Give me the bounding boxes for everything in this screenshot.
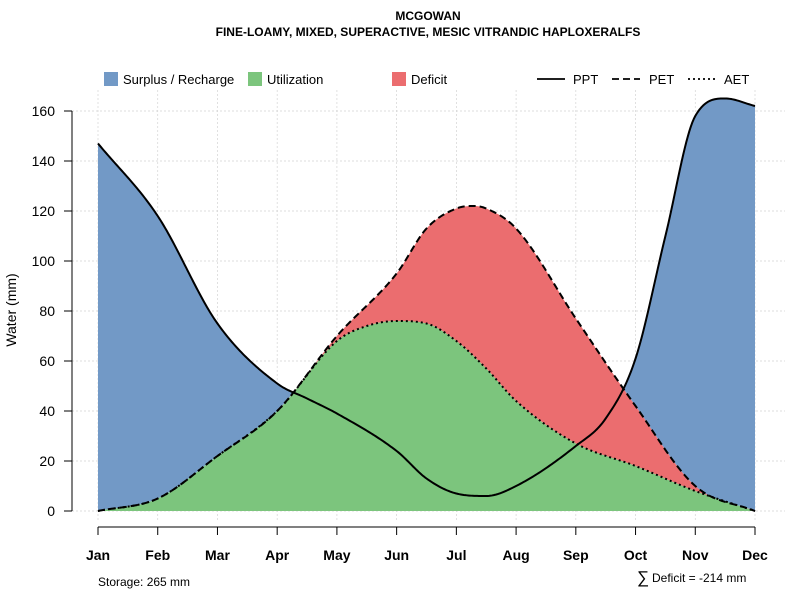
legend-label-ppt: PPT xyxy=(573,72,598,87)
x-tick-label: Jul xyxy=(446,547,466,563)
x-tick-label: Aug xyxy=(502,547,529,563)
y-tick-label: 60 xyxy=(39,353,55,369)
legend-swatch-deficit xyxy=(392,72,406,86)
x-tick-label: Jun xyxy=(384,547,409,563)
legend-label-deficit: Deficit xyxy=(411,72,448,87)
y-tick-label: 120 xyxy=(32,203,56,219)
series-line-aet xyxy=(97,320,756,512)
axes: 0 20 40 60 80 100 120 140 160 Jan Feb Mar Apr May Jun J… xyxy=(32,103,768,563)
chart-subtitle: FINE-LOAMY, MIXED, SUPERACTIVE, MESIC VI… xyxy=(216,25,641,39)
y-tick-label: 100 xyxy=(32,253,56,269)
legend-label-aet: AET xyxy=(724,72,749,87)
y-tick-label: 80 xyxy=(39,303,55,319)
x-tick-label: Jan xyxy=(86,547,110,563)
y-axis-label: Water (mm) xyxy=(3,273,19,346)
series-lines xyxy=(97,97,756,512)
y-tick-label: 40 xyxy=(39,403,55,419)
legend: Surplus / Recharge Utilization Deficit P… xyxy=(104,72,749,87)
chart-title: MCGOWAN xyxy=(395,9,460,23)
x-tick-label: Oct xyxy=(624,547,648,563)
x-tick-label: Dec xyxy=(742,547,768,563)
legend-label-utilization: Utilization xyxy=(267,72,323,87)
x-tick-label: Apr xyxy=(265,547,290,563)
y-tick-label: 20 xyxy=(39,453,55,469)
x-tick-label: Feb xyxy=(145,547,170,563)
legend-label-pet: PET xyxy=(649,72,674,87)
y-tick-label: 140 xyxy=(32,153,56,169)
utilization-area xyxy=(98,321,755,511)
series-line-ppt xyxy=(97,97,756,497)
y-tick-label: 0 xyxy=(47,503,55,519)
x-tick-label: Sep xyxy=(563,547,589,563)
series-line-pet xyxy=(97,205,756,512)
surplus-recharge-area xyxy=(98,98,755,511)
y-tick-label: 160 xyxy=(32,103,56,119)
storage-note: Storage: 265 mm xyxy=(98,575,190,589)
legend-swatch-utilization xyxy=(248,72,262,86)
legend-label-surplus: Surplus / Recharge xyxy=(123,72,234,87)
legend-swatch-surplus xyxy=(104,72,118,86)
deficit-note: Deficit = -214 mm xyxy=(652,571,746,585)
deficit-sum-symbol: ∑ xyxy=(637,568,649,587)
x-tick-label: Nov xyxy=(682,547,709,563)
x-tick-label: Mar xyxy=(205,547,230,563)
x-tick-label: May xyxy=(323,547,350,563)
area-fills xyxy=(98,98,755,511)
